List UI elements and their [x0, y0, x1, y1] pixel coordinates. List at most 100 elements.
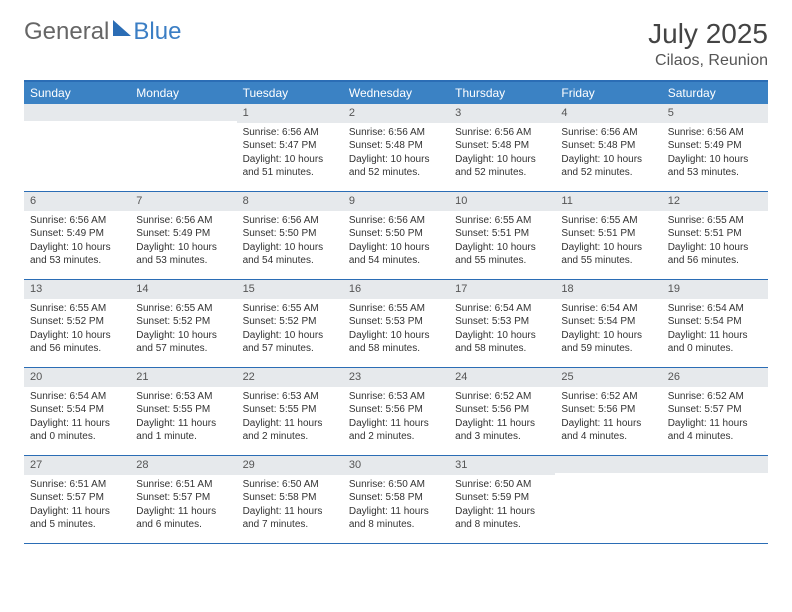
daylight-line: Daylight: 10 hours and 55 minutes. [561, 241, 655, 268]
sunrise-line: Sunrise: 6:51 AM [136, 478, 230, 492]
sunrise-line: Sunrise: 6:55 AM [349, 302, 443, 316]
daylight-line: Daylight: 11 hours and 0 minutes. [30, 417, 124, 444]
sunset-line: Sunset: 5:48 PM [455, 139, 549, 153]
logo-text-left: General [24, 18, 109, 46]
sunset-line: Sunset: 5:56 PM [561, 403, 655, 417]
sunset-line: Sunset: 5:55 PM [136, 403, 230, 417]
sunrise-line: Sunrise: 6:56 AM [136, 214, 230, 228]
day-number: 2 [343, 104, 449, 123]
daylight-line: Daylight: 11 hours and 6 minutes. [136, 505, 230, 532]
sunrise-line: Sunrise: 6:52 AM [455, 390, 549, 404]
sunset-line: Sunset: 5:48 PM [349, 139, 443, 153]
calendar-cell: 10Sunrise: 6:55 AMSunset: 5:51 PMDayligh… [449, 192, 555, 280]
daylight-line: Daylight: 10 hours and 58 minutes. [349, 329, 443, 356]
sunrise-line: Sunrise: 6:52 AM [668, 390, 762, 404]
calendar-cell [662, 456, 768, 544]
day-number: 16 [343, 280, 449, 299]
sunrise-line: Sunrise: 6:56 AM [349, 214, 443, 228]
day-number: 26 [662, 368, 768, 387]
calendar-cell: 15Sunrise: 6:55 AMSunset: 5:52 PMDayligh… [237, 280, 343, 368]
daylight-line: Daylight: 10 hours and 53 minutes. [136, 241, 230, 268]
sunrise-line: Sunrise: 6:55 AM [668, 214, 762, 228]
day-number: 15 [237, 280, 343, 299]
weekday-monday: Monday [130, 82, 236, 104]
sunrise-line: Sunrise: 6:53 AM [136, 390, 230, 404]
sunrise-line: Sunrise: 6:55 AM [243, 302, 337, 316]
day-number: 28 [130, 456, 236, 475]
day-info: Sunrise: 6:56 AMSunset: 5:49 PMDaylight:… [130, 211, 236, 272]
sunset-line: Sunset: 5:50 PM [243, 227, 337, 241]
daylight-line: Daylight: 11 hours and 4 minutes. [561, 417, 655, 444]
day-number: 29 [237, 456, 343, 475]
day-info: Sunrise: 6:55 AMSunset: 5:52 PMDaylight:… [237, 299, 343, 360]
calendar-cell: 30Sunrise: 6:50 AMSunset: 5:58 PMDayligh… [343, 456, 449, 544]
day-info: Sunrise: 6:54 AMSunset: 5:54 PMDaylight:… [555, 299, 661, 360]
calendar-cell: 27Sunrise: 6:51 AMSunset: 5:57 PMDayligh… [24, 456, 130, 544]
sunset-line: Sunset: 5:49 PM [30, 227, 124, 241]
day-number: 13 [24, 280, 130, 299]
day-number: 24 [449, 368, 555, 387]
sunset-line: Sunset: 5:52 PM [30, 315, 124, 329]
sunset-line: Sunset: 5:51 PM [668, 227, 762, 241]
calendar-cell: 17Sunrise: 6:54 AMSunset: 5:53 PMDayligh… [449, 280, 555, 368]
sunset-line: Sunset: 5:51 PM [561, 227, 655, 241]
sunset-line: Sunset: 5:48 PM [561, 139, 655, 153]
daylight-line: Daylight: 10 hours and 52 minutes. [455, 153, 549, 180]
daylight-line: Daylight: 11 hours and 7 minutes. [243, 505, 337, 532]
sunrise-line: Sunrise: 6:51 AM [30, 478, 124, 492]
day-number [662, 456, 768, 473]
day-number: 12 [662, 192, 768, 211]
daylight-line: Daylight: 10 hours and 58 minutes. [455, 329, 549, 356]
day-info: Sunrise: 6:53 AMSunset: 5:56 PMDaylight:… [343, 387, 449, 448]
calendar: SundayMondayTuesdayWednesdayThursdayFrid… [24, 80, 768, 544]
day-info: Sunrise: 6:52 AMSunset: 5:57 PMDaylight:… [662, 387, 768, 448]
calendar-cell: 5Sunrise: 6:56 AMSunset: 5:49 PMDaylight… [662, 104, 768, 192]
day-info: Sunrise: 6:53 AMSunset: 5:55 PMDaylight:… [237, 387, 343, 448]
sunset-line: Sunset: 5:54 PM [561, 315, 655, 329]
calendar-cell: 21Sunrise: 6:53 AMSunset: 5:55 PMDayligh… [130, 368, 236, 456]
sunrise-line: Sunrise: 6:55 AM [561, 214, 655, 228]
day-number: 14 [130, 280, 236, 299]
title-block: July 2025 Cilaos, Reunion [648, 18, 768, 70]
sunrise-line: Sunrise: 6:52 AM [561, 390, 655, 404]
sunrise-line: Sunrise: 6:56 AM [561, 126, 655, 140]
daylight-line: Daylight: 10 hours and 54 minutes. [243, 241, 337, 268]
daylight-line: Daylight: 10 hours and 51 minutes. [243, 153, 337, 180]
day-number: 6 [24, 192, 130, 211]
sunset-line: Sunset: 5:58 PM [243, 491, 337, 505]
sunset-line: Sunset: 5:50 PM [349, 227, 443, 241]
day-info: Sunrise: 6:52 AMSunset: 5:56 PMDaylight:… [555, 387, 661, 448]
weekday-thursday: Thursday [449, 82, 555, 104]
day-number [24, 104, 130, 121]
calendar-cell: 25Sunrise: 6:52 AMSunset: 5:56 PMDayligh… [555, 368, 661, 456]
day-info: Sunrise: 6:56 AMSunset: 5:48 PMDaylight:… [449, 123, 555, 184]
daylight-line: Daylight: 10 hours and 57 minutes. [243, 329, 337, 356]
day-number: 31 [449, 456, 555, 475]
daylight-line: Daylight: 10 hours and 53 minutes. [668, 153, 762, 180]
sunset-line: Sunset: 5:58 PM [349, 491, 443, 505]
sunset-line: Sunset: 5:51 PM [455, 227, 549, 241]
day-number: 10 [449, 192, 555, 211]
calendar-cell: 9Sunrise: 6:56 AMSunset: 5:50 PMDaylight… [343, 192, 449, 280]
sunrise-line: Sunrise: 6:53 AM [243, 390, 337, 404]
day-info: Sunrise: 6:54 AMSunset: 5:54 PMDaylight:… [24, 387, 130, 448]
calendar-cell [24, 104, 130, 192]
calendar-cell: 23Sunrise: 6:53 AMSunset: 5:56 PMDayligh… [343, 368, 449, 456]
day-info: Sunrise: 6:50 AMSunset: 5:59 PMDaylight:… [449, 475, 555, 536]
day-number: 4 [555, 104, 661, 123]
logo-triangle-icon [113, 20, 131, 36]
calendar-cell: 16Sunrise: 6:55 AMSunset: 5:53 PMDayligh… [343, 280, 449, 368]
weekday-wednesday: Wednesday [343, 82, 449, 104]
location: Cilaos, Reunion [648, 52, 768, 70]
daylight-line: Daylight: 10 hours and 56 minutes. [30, 329, 124, 356]
sunset-line: Sunset: 5:52 PM [243, 315, 337, 329]
calendar-cell: 19Sunrise: 6:54 AMSunset: 5:54 PMDayligh… [662, 280, 768, 368]
calendar-cell: 4Sunrise: 6:56 AMSunset: 5:48 PMDaylight… [555, 104, 661, 192]
sunrise-line: Sunrise: 6:55 AM [136, 302, 230, 316]
sunrise-line: Sunrise: 6:56 AM [243, 126, 337, 140]
day-number [555, 456, 661, 473]
sunset-line: Sunset: 5:49 PM [136, 227, 230, 241]
sunrise-line: Sunrise: 6:56 AM [668, 126, 762, 140]
calendar-cell: 28Sunrise: 6:51 AMSunset: 5:57 PMDayligh… [130, 456, 236, 544]
day-info: Sunrise: 6:56 AMSunset: 5:47 PMDaylight:… [237, 123, 343, 184]
